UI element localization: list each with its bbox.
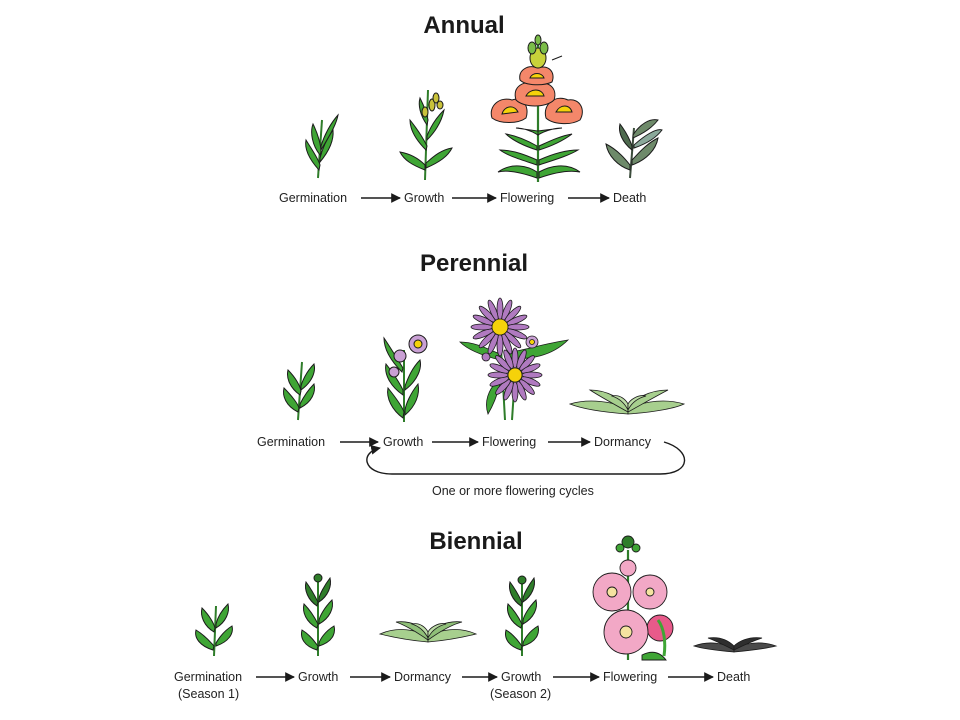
perennial-growth-plant-icon (383, 334, 428, 422)
annual-stage-death: Death (613, 191, 647, 205)
biennial-stage-dormancy: Dormancy (394, 670, 451, 684)
annual-stage-growth: Growth (404, 191, 445, 205)
annual-stage-germination: Germination (279, 191, 348, 205)
biennial-stage-growth-1: Growth (298, 670, 339, 684)
annual-title: Annual (423, 12, 505, 39)
perennial-stage-dormancy: Dormancy (594, 435, 651, 449)
biennial-dormant-rosette-icon (378, 621, 478, 643)
perennial-seedling-icon (283, 361, 315, 421)
perennial-stage-growth: Growth (383, 435, 424, 449)
biennial-dead-plant-icon (692, 637, 778, 653)
annual-stage-flowering: Flowering (500, 191, 555, 205)
biennial-hollyhock-icon (592, 535, 674, 661)
biennial-stage-growth-2: Growth (501, 670, 542, 684)
biennial-title: Biennial (429, 528, 523, 555)
perennial-cycle-arrow (366, 441, 686, 475)
biennial-growth-plant-icon-2 (505, 575, 539, 656)
biennial-stage-flowering: Flowering (603, 670, 658, 684)
perennial-aster-icon (459, 297, 570, 421)
biennial-season2: (Season 2) (490, 687, 552, 701)
annual-dead-plant-icon (605, 119, 663, 179)
perennial-cycle-label: One or more flowering cycles (432, 484, 594, 498)
perennial-stage-flowering: Flowering (482, 435, 537, 449)
biennial-stage-death: Death (717, 670, 751, 684)
annual-snapdragon-icon (490, 34, 583, 182)
biennial-seedling-icon (195, 603, 233, 657)
biennial-stage-germination: Germination (174, 670, 243, 684)
biennial-season1: (Season 1) (178, 687, 240, 701)
perennial-dormant-rosette-icon (568, 389, 686, 415)
annual-growth-plant-icon (399, 89, 453, 181)
biennial-growth-plant-icon-1 (301, 573, 335, 656)
annual-seedling-icon (305, 113, 339, 179)
perennial-stage-germination: Germination (257, 435, 326, 449)
perennial-title: Perennial (419, 250, 529, 277)
